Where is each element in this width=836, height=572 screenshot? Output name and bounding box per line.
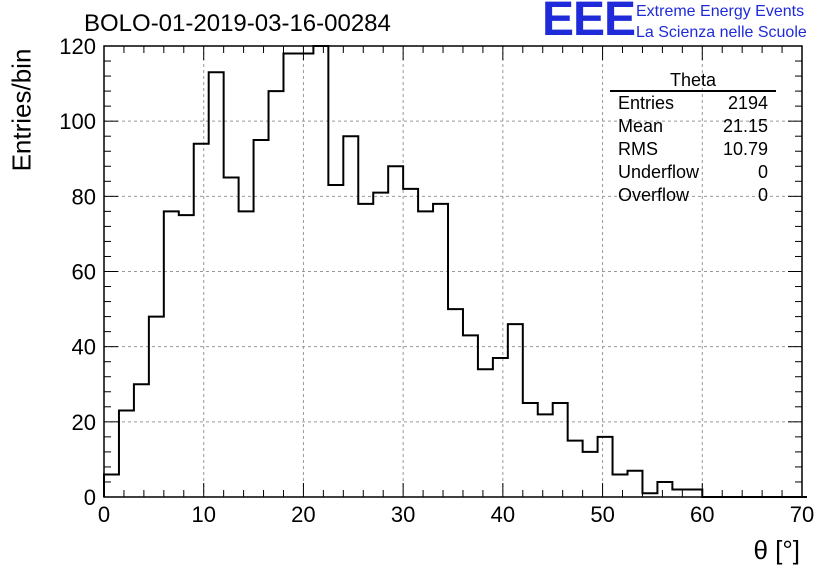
stats-value: 0	[757, 185, 768, 205]
stats-label: Overflow	[618, 185, 690, 205]
stats-rows: Entries 2194 Mean 21.15 RMS 10.79 Underflow 0 Ov…	[610, 92, 776, 207]
stats-value: 10.79	[722, 139, 768, 159]
stats-value: 0	[757, 162, 768, 182]
stats-row: Entries 2194	[610, 92, 776, 115]
eee-logo: EEE	[542, 0, 636, 46]
x-tick-label: 10	[191, 502, 215, 527]
logo-line-1: Extreme Energy Events	[636, 3, 805, 20]
x-tick-label: 40	[491, 502, 515, 527]
logo-line-2: La Scienza nelle Scuole	[636, 24, 807, 41]
histogram-line	[103, 45, 807, 498]
stats-row: Mean 21.15	[610, 115, 776, 138]
stats-label: RMS	[618, 139, 658, 159]
stats-value: 2194	[727, 93, 768, 113]
stats-label: Underflow	[618, 162, 700, 182]
x-axis-label: θ [°]	[753, 535, 800, 565]
stats-title: Theta	[610, 70, 776, 92]
y-tick-label: 60	[72, 260, 96, 285]
y-axis-label: Entries/bin	[6, 48, 37, 172]
stats-row: Underflow 0	[610, 161, 776, 184]
stats-label: Mean	[618, 116, 664, 136]
x-tick-label: 30	[391, 502, 415, 527]
x-tick-label: 20	[291, 502, 315, 527]
stats-value: 21.15	[722, 116, 768, 136]
y-tick-label: 0	[84, 485, 96, 510]
x-tick-label: 0	[98, 502, 110, 527]
y-tick-label: 120	[59, 34, 96, 59]
y-tick-label: 40	[72, 335, 96, 360]
stats-row: Overflow 0	[610, 184, 776, 207]
y-tick-label: 100	[59, 109, 96, 134]
x-tick-label: 60	[690, 502, 714, 527]
x-tick-label: 70	[790, 502, 814, 527]
stats-box: Theta Entries 2194 Mean 21.15 RMS 10.79 Underf…	[610, 70, 776, 207]
stats-row: RMS 10.79	[610, 138, 776, 161]
x-tick-label: 50	[590, 502, 614, 527]
chart-title: BOLO-01-2019-03-16-00284	[84, 10, 391, 37]
y-tick-label: 20	[72, 410, 96, 435]
y-tick-label: 80	[72, 184, 96, 209]
stats-label: Entries	[618, 93, 675, 113]
